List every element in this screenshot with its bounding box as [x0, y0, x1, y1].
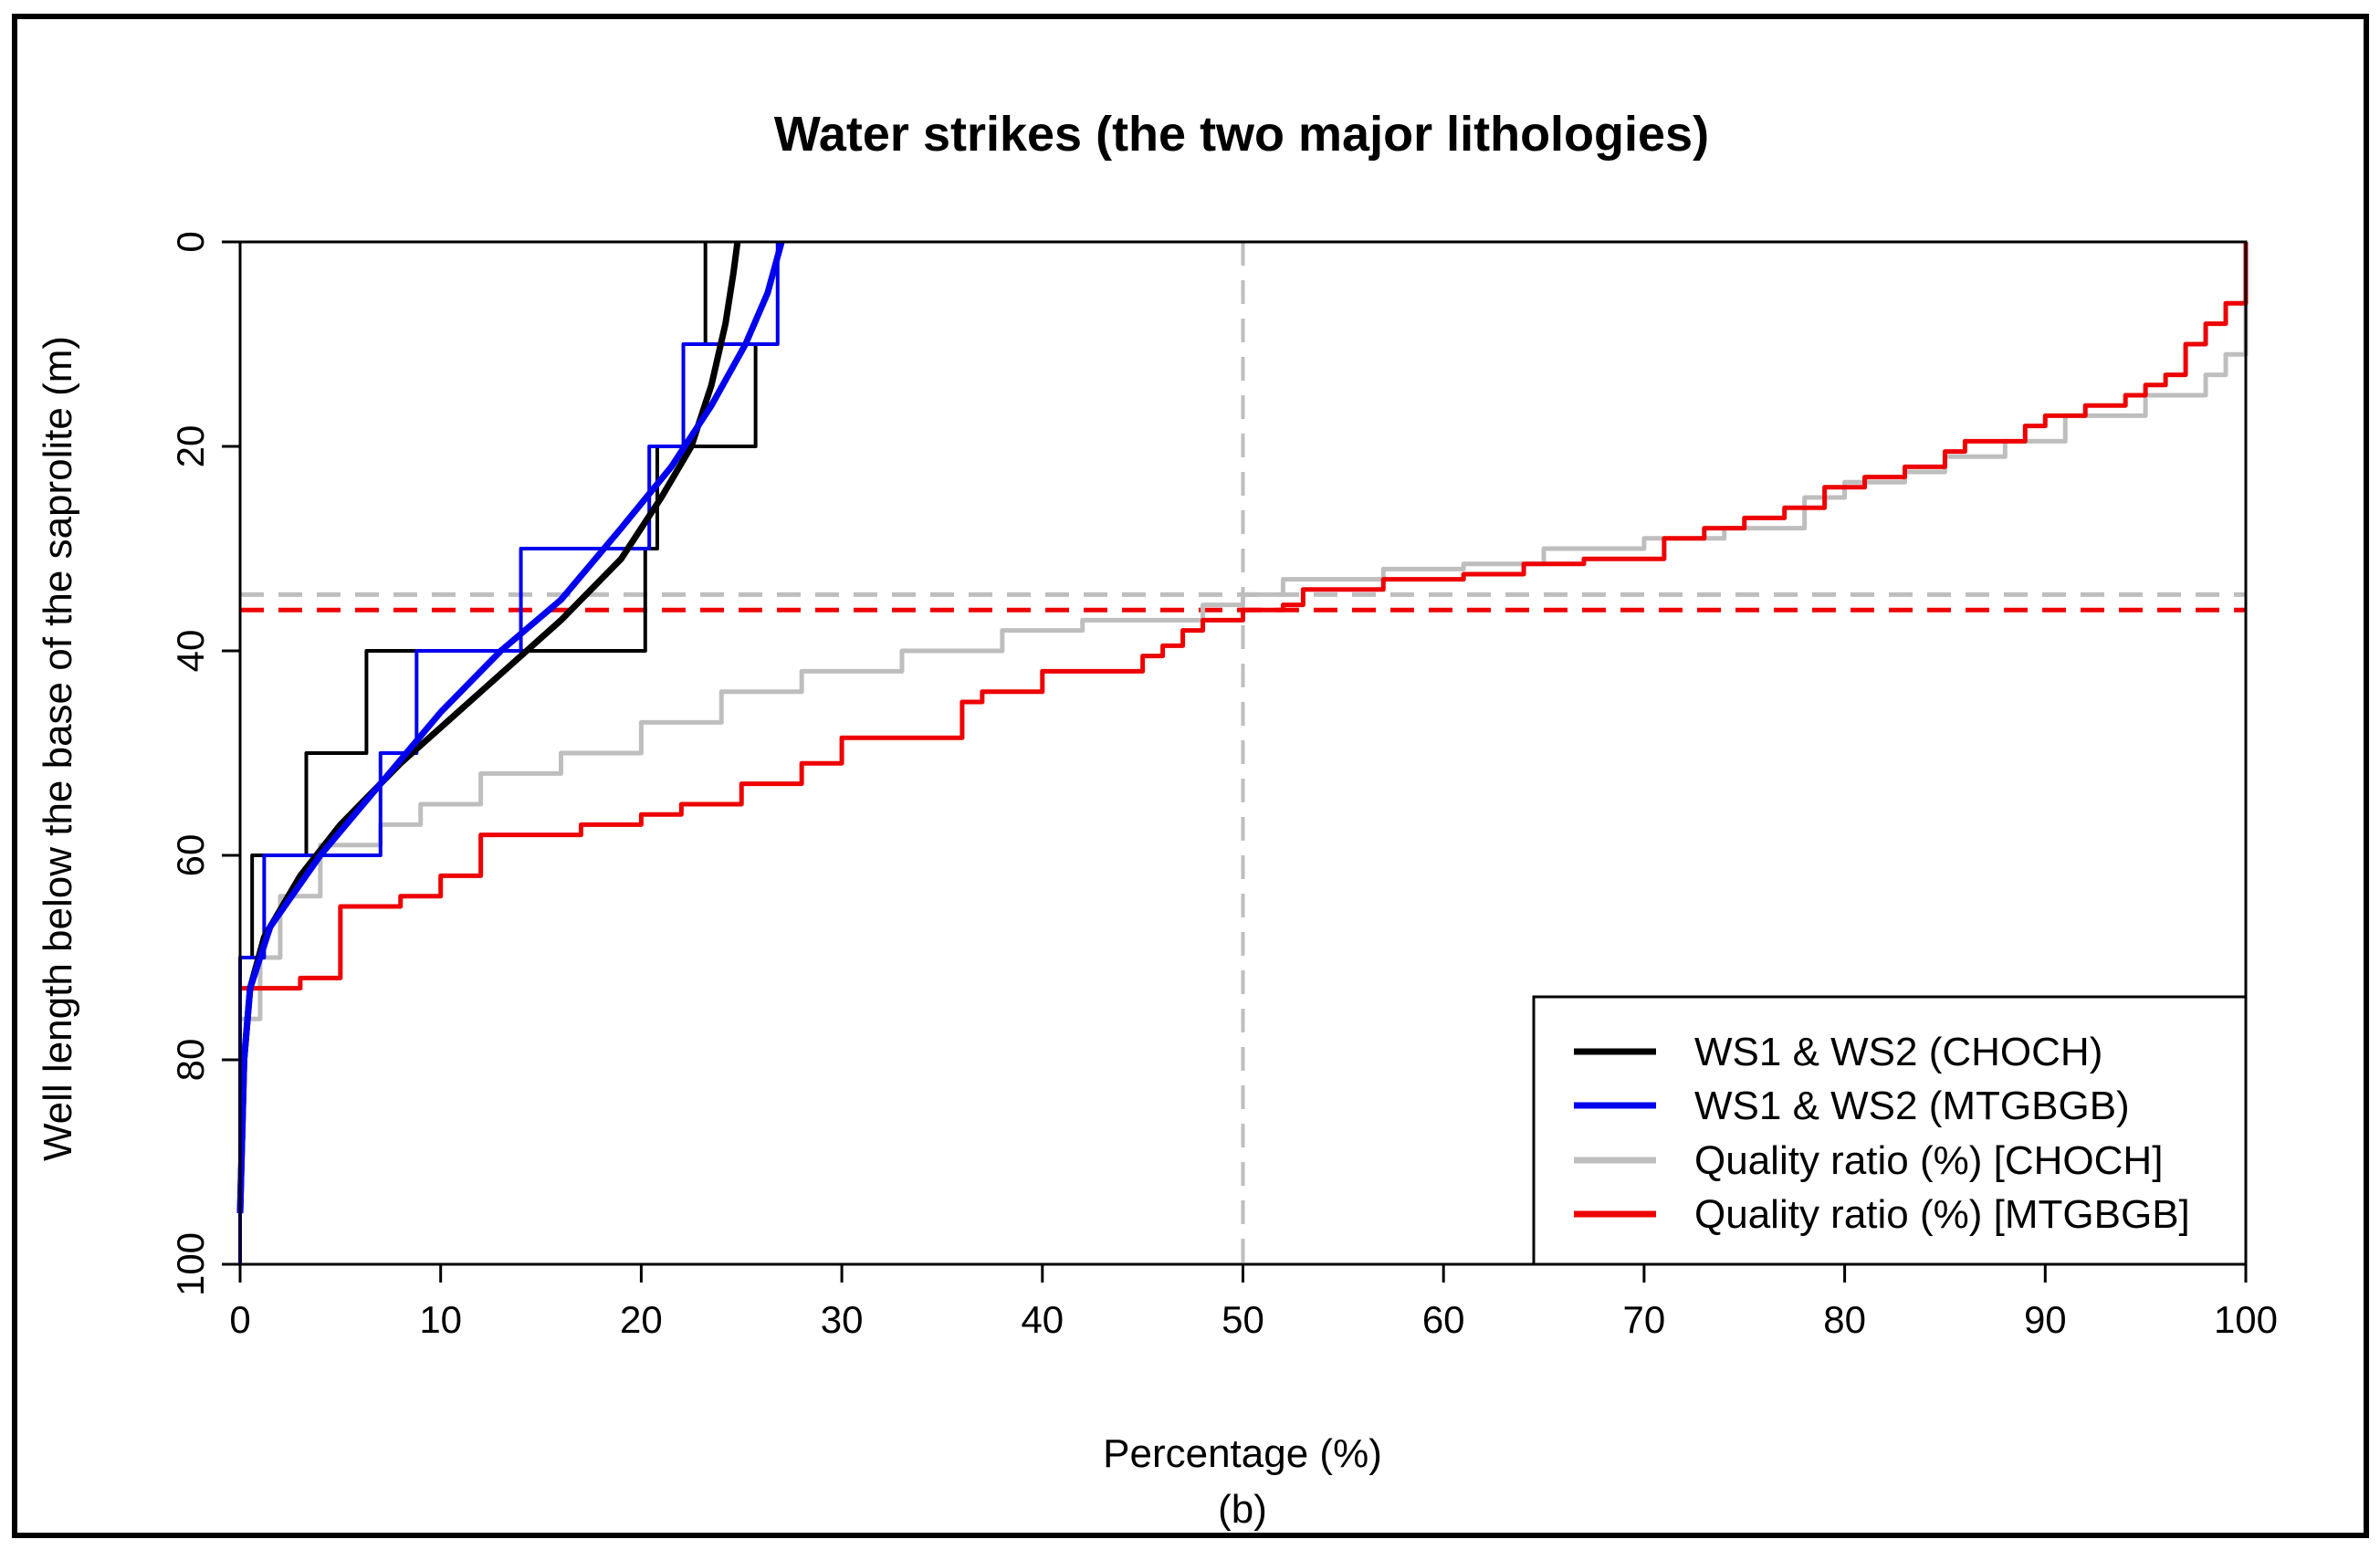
- x-tick-label-2: 20: [620, 1298, 663, 1341]
- x-tick-label-4: 40: [1021, 1298, 1064, 1341]
- series-ws-mtgbgb-steps: [238, 242, 780, 1264]
- y-tick-label-2: 40: [169, 630, 212, 673]
- figure-caption: (b): [1218, 1487, 1267, 1532]
- x-tick-label-10: 100: [2214, 1298, 2278, 1341]
- plot-box: [238, 240, 2248, 1266]
- y-axis-label: Well length below the base of the saprol…: [36, 336, 80, 1161]
- y-tick-label-5: 100: [169, 1232, 212, 1296]
- legend: WS1 & WS2 (CHOCH) WS1 & WS2 (MTGBGB) Qua…: [1532, 995, 2248, 1266]
- outer-frame: [12, 14, 2369, 1538]
- legend-label-ws-choch: WS1 & WS2 (CHOCH): [1694, 1030, 2102, 1074]
- y-tick-label-0: 0: [169, 231, 212, 252]
- y-axis-ticks: 0 20 40 60 80 100: [169, 231, 240, 1296]
- series-quality-ratio-choch: [240, 242, 2249, 1021]
- legend-label-ws-mtgbgb: WS1 & WS2 (MTGBGB): [1694, 1084, 2130, 1128]
- x-axis-label: Percentage (%): [1103, 1431, 1382, 1476]
- legend-label-qr-choch: Quality ratio (%) [CHOCH]: [1694, 1138, 2163, 1183]
- y-tick-label-1: 20: [169, 425, 212, 468]
- x-tick-label-6: 60: [1422, 1298, 1465, 1341]
- legend-box: [1532, 995, 2248, 1266]
- x-tick-label-8: 80: [1823, 1298, 1866, 1341]
- x-tick-label-7: 70: [1623, 1298, 1666, 1341]
- x-tick-label-9: 90: [2024, 1298, 2067, 1341]
- x-axis-ticks: 0 10 20 30 40 50 60 70 80 90 100: [229, 1264, 2278, 1341]
- x-tick-label-3: 30: [821, 1298, 864, 1341]
- series-ws-mtgbgb-fit: [236, 241, 785, 1214]
- y-tick-label-4: 80: [169, 1039, 212, 1082]
- legend-label-qr-mtgbgb: Quality ratio (%) [MTGBGB]: [1694, 1192, 2190, 1237]
- chart-title: Water strikes (the two major lithologies…: [774, 107, 1709, 162]
- series-group: [236, 241, 2249, 1264]
- x-tick-label-1: 10: [419, 1298, 462, 1341]
- x-tick-label-0: 0: [229, 1298, 250, 1341]
- series-quality-ratio-mtgbgb: [240, 242, 2249, 991]
- x-tick-label-5: 50: [1221, 1298, 1264, 1341]
- y-tick-label-3: 60: [169, 834, 212, 877]
